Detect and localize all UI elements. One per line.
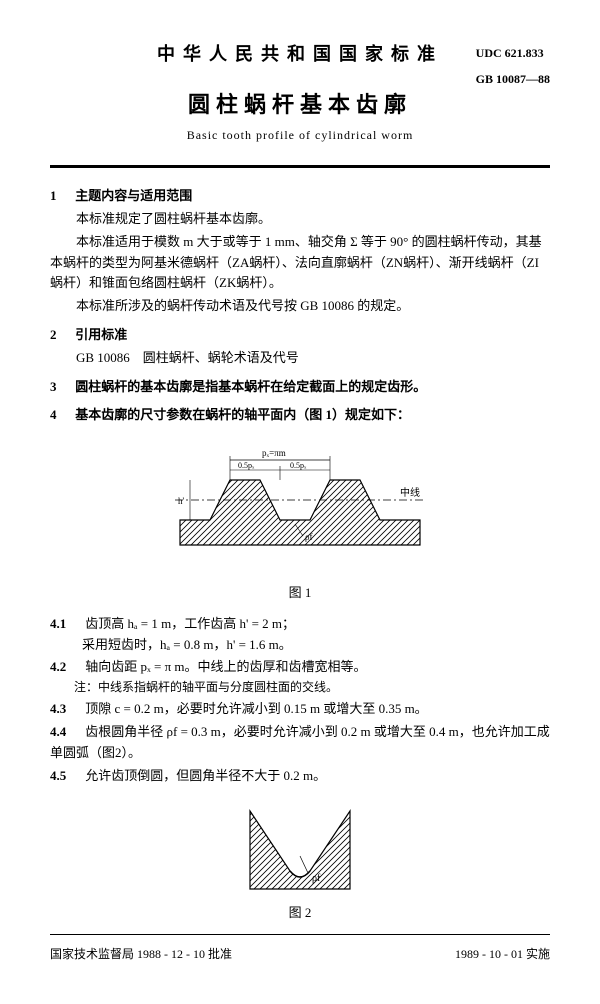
item-num: 4.1 [50, 614, 82, 635]
item-4-2: 4.2 轴向齿距 pₓ = π m。中线上的齿厚和齿槽宽相等。 注：中线系指蜗杆… [50, 657, 550, 697]
figure-2-caption: 图 2 [50, 903, 550, 924]
footer: 国家技术监督局 1988 - 12 - 10 批准 1989 - 10 - 01… [50, 945, 550, 964]
midline-label: 中线 [400, 486, 420, 499]
item-num: 4.2 [50, 657, 82, 678]
section-title: 引用标准 [75, 327, 127, 342]
item-4-5: 4.5 允许齿顶倒圆，但圆角半径不大于 0.2 m。 [50, 766, 550, 787]
item-text: 齿根圆角半径 ρf = 0.3 m，必要时允许减小到 0.2 m 或增大至 0.… [50, 724, 550, 760]
section-num: 1 [50, 186, 72, 207]
gb-code: GB 10087—88 [476, 66, 550, 92]
section-text: 基本齿廓的尺寸参数在蜗杆的轴平面内（图 1）规定如下： [75, 407, 410, 422]
figure-1-caption: 图 1 [50, 583, 550, 604]
effective-text: 1989 - 10 - 01 实施 [455, 945, 550, 964]
udc-code: UDC 621.833 [476, 40, 550, 66]
section-2: 2 引用标准 GB 10086 圆柱蜗杆、蜗轮术语及代号 [50, 325, 550, 369]
pitch-label: pₓ=πm [262, 448, 286, 458]
paragraph: 本标准适用于模数 m 大于或等于 1 mm、轴交角 Σ 等于 90° 的圆柱蜗杆… [50, 232, 550, 294]
document-header: 中华人民共和国国家标准 UDC 621.833 GB 10087—88 圆柱蜗杆… [50, 40, 550, 145]
section-num: 2 [50, 325, 72, 346]
paragraph: 本标准所涉及的蜗杆传动术语及代号按 GB 10086 的规定。 [50, 296, 550, 317]
rule-bottom [50, 934, 550, 935]
half-pitch-2: 0.5pₓ [290, 461, 307, 470]
item-4-4: 4.4 齿根圆角半径 ρf = 0.3 m，必要时允许减小到 0.2 m 或增大… [50, 722, 550, 764]
item-4-1: 4.1 齿顶高 hₐ = 1 m，工作齿高 h' = 2 m； 采用短齿时，hₐ… [50, 614, 550, 656]
reference: GB 10086 圆柱蜗杆、蜗轮术语及代号 [50, 348, 550, 369]
section-num: 4 [50, 405, 72, 426]
item-text: 允许齿顶倒圆，但圆角半径不大于 0.2 m。 [85, 768, 326, 783]
item-num: 4.4 [50, 722, 82, 743]
section-1: 1 主题内容与适用范围 本标准规定了圆柱蜗杆基本齿廓。 本标准适用于模数 m 大… [50, 186, 550, 317]
section-4: 4 基本齿廓的尺寸参数在蜗杆的轴平面内（图 1）规定如下： [50, 405, 550, 426]
item-note: 注：中线系指蜗杆的轴平面与分度圆柱面的交线。 [74, 678, 550, 697]
rule-top [50, 165, 550, 168]
figure-1: 中线 pₓ=πm 0.5pₓ 0.5pₓ h' ρf [50, 440, 550, 577]
section-title: 主题内容与适用范围 [75, 188, 192, 203]
item-num: 4.3 [50, 699, 82, 720]
root-fillet-diagram: ρf [240, 801, 360, 891]
paragraph: 本标准规定了圆柱蜗杆基本齿廓。 [50, 209, 550, 230]
classification-codes: UDC 621.833 GB 10087—88 [476, 40, 550, 93]
section-3: 3 圆柱蜗杆的基本齿廓是指基本蜗杆在给定截面上的规定齿形。 [50, 377, 550, 398]
item-text: 齿顶高 hₐ = 1 m，工作齿高 h' = 2 m； [85, 616, 295, 631]
height-label: h' [178, 496, 185, 506]
item-text: 顶隙 c = 0.2 m，必要时允许减小到 0.15 m 或增大至 0.35 m… [85, 701, 427, 716]
item-text-2: 采用短齿时，hₐ = 0.8 m，h' = 1.6 m。 [82, 635, 550, 656]
item-num: 4.5 [50, 766, 82, 787]
english-title: Basic tooth profile of cylindrical worm [50, 126, 550, 145]
item-text: 轴向齿距 pₓ = π m。中线上的齿厚和齿槽宽相等。 [85, 659, 366, 674]
section-num: 3 [50, 377, 72, 398]
tooth-profile-diagram: 中线 pₓ=πm 0.5pₓ 0.5pₓ h' ρf [170, 440, 430, 570]
half-pitch-1: 0.5pₓ [238, 461, 255, 470]
rho-label-2: ρf [312, 873, 321, 884]
rho-label: ρf [305, 532, 313, 542]
item-4-3: 4.3 顶隙 c = 0.2 m，必要时允许减小到 0.15 m 或增大至 0.… [50, 699, 550, 720]
approval-text: 国家技术监督局 1988 - 12 - 10 批准 [50, 945, 232, 964]
section-text: 圆柱蜗杆的基本齿廓是指基本蜗杆在给定截面上的规定齿形。 [75, 379, 426, 394]
